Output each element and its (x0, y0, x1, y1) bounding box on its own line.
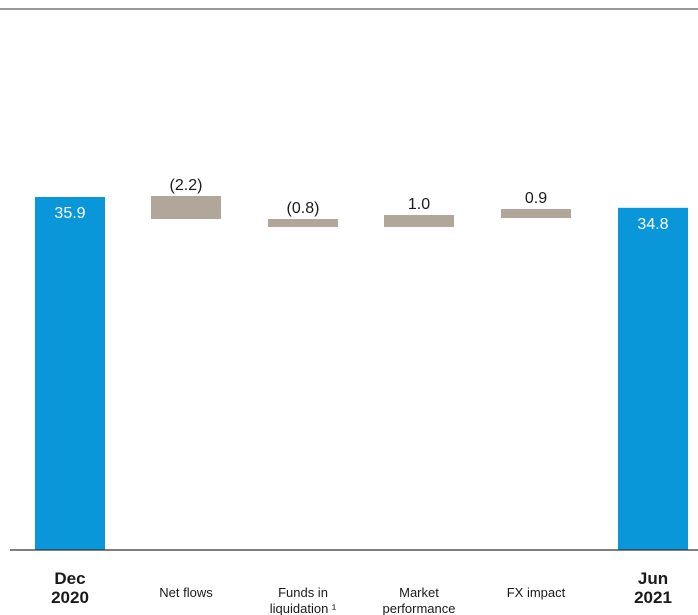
category-label-2: Funds in liquidation ¹ (270, 585, 337, 615)
data-label-2: (0.8) (287, 200, 320, 217)
category-label-line: 2021 (634, 588, 672, 607)
category-label-line: Market (399, 585, 439, 600)
data-label-5: 34.8 (637, 216, 668, 233)
bars-layer (35, 196, 688, 550)
category-label-line: Dec (54, 569, 85, 588)
category-label-3: Market performance (383, 585, 456, 615)
bar-change-2 (268, 219, 338, 227)
data-label-3: 1.0 (408, 196, 430, 213)
data-label-4: 0.9 (525, 190, 547, 207)
category-label-line: Net flows (159, 585, 213, 600)
category-label-1: Net flows (159, 585, 213, 600)
data-label-1: (2.2) (170, 177, 203, 194)
category-label-line: FX impact (507, 585, 566, 600)
bar-change-4 (501, 209, 571, 218)
category-label-5: Jun 2021 (634, 569, 672, 607)
category-label-line: performance (383, 601, 456, 615)
labels-layer: 35.9 (2.2) (0.8) 1.0 0.9 34.8 (54, 177, 668, 233)
category-labels: Dec 2020 Net flows Funds in liquidation ¹ Mar… (51, 569, 672, 615)
category-label-4: FX impact (507, 585, 566, 600)
category-label-line: 2020 (51, 588, 89, 607)
bar-total-0 (35, 197, 105, 550)
bar-total-5 (618, 207, 688, 550)
bar-change-3 (384, 215, 454, 227)
category-label-line: Jun (638, 569, 668, 588)
category-label-line: liquidation ¹ (270, 601, 337, 615)
category-label-line: Funds in (278, 585, 328, 600)
bar-change-1 (151, 196, 221, 219)
category-label-0: Dec 2020 (51, 569, 89, 607)
data-label-0: 35.9 (54, 205, 85, 222)
